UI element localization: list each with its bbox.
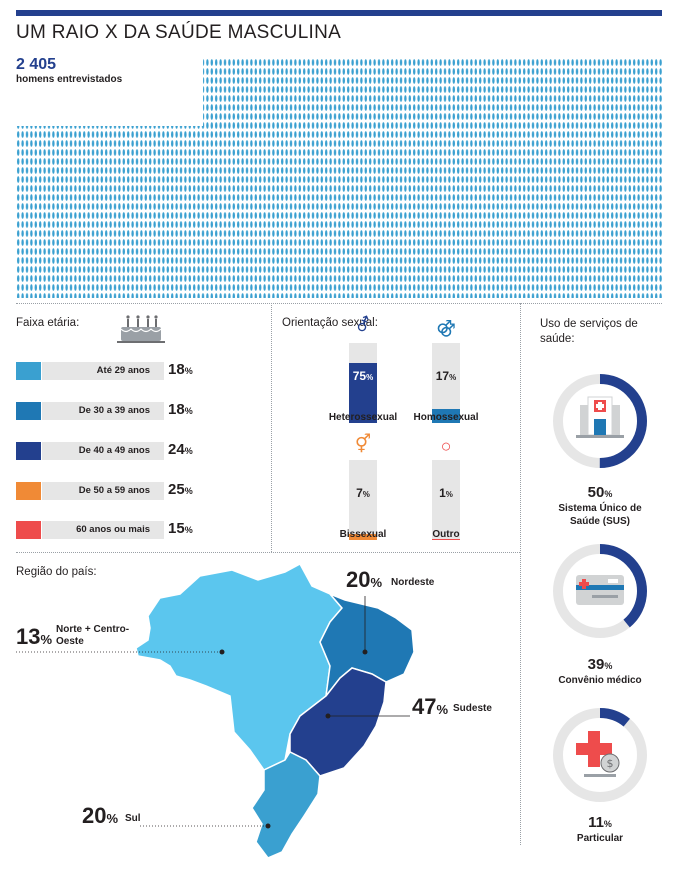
orientation-bar-fill bbox=[432, 538, 460, 540]
orientation-bar-fill bbox=[349, 534, 377, 540]
sample-count: 2 405 bbox=[16, 56, 57, 73]
service-donut bbox=[553, 544, 647, 638]
orientation-symbol-icon: ⚦ bbox=[355, 315, 371, 335]
men-figure-grid bbox=[16, 58, 662, 298]
sample-label: homens entrevistados bbox=[16, 74, 123, 85]
orientation-bar: 75% bbox=[349, 343, 377, 423]
divider-top bbox=[16, 303, 662, 304]
top-accent-bar bbox=[16, 10, 662, 16]
orientation-value: 7% bbox=[356, 486, 370, 500]
divider-services bbox=[520, 303, 521, 845]
private-care-icon: $ bbox=[576, 731, 620, 777]
region-sul-label: Sul bbox=[125, 813, 141, 824]
page-title: UM RAIO X DA SAÚDE MASCULINA bbox=[16, 22, 342, 43]
region-title: Região do país: bbox=[16, 566, 97, 578]
age-category-label: De 40 a 49 anos bbox=[42, 442, 164, 460]
region-sul bbox=[251, 751, 321, 859]
age-swatch bbox=[16, 442, 41, 460]
region-sudeste-label: Sudeste bbox=[453, 703, 492, 714]
service-label: Sistema Único de Saúde (SUS) bbox=[558, 503, 642, 527]
region-norte-label: Norte + Centro-Oeste bbox=[56, 624, 130, 647]
divider-middle bbox=[16, 552, 520, 553]
age-category-label: Até 29 anos bbox=[42, 362, 164, 380]
donut-slice bbox=[553, 374, 647, 468]
age-value: 18% bbox=[168, 401, 193, 418]
divider-age-orientation bbox=[271, 303, 272, 552]
service-label: Particular bbox=[576, 833, 624, 844]
donut-slice bbox=[553, 708, 647, 802]
health-card-icon bbox=[576, 575, 624, 605]
orientation-title-text: Orientação sexual: bbox=[282, 317, 378, 329]
region-sudeste-value: 47% bbox=[412, 694, 449, 719]
orientation-label: Outro bbox=[432, 529, 460, 540]
orientation-label: Heterossexual bbox=[328, 412, 398, 423]
age-swatch bbox=[16, 521, 41, 539]
age-swatch bbox=[16, 402, 41, 420]
age-value: 24% bbox=[168, 441, 193, 458]
svg-text:$: $ bbox=[607, 757, 614, 770]
region-norte-value: 13% bbox=[16, 624, 53, 649]
brazil-map bbox=[16, 562, 415, 859]
service-label: Convênio médico bbox=[558, 675, 642, 686]
orientation-label: Bissexual bbox=[339, 529, 387, 540]
hospital-icon bbox=[576, 396, 624, 438]
orientation-bar: 17% bbox=[432, 343, 460, 423]
age-value: 15% bbox=[168, 520, 193, 537]
service-donut bbox=[553, 374, 647, 468]
age-swatch bbox=[16, 362, 41, 380]
orientation-symbol-icon: ⚣ bbox=[436, 317, 456, 337]
orientation-value: 17% bbox=[435, 369, 457, 383]
age-value: 25% bbox=[168, 481, 193, 498]
services-title: Uso de serviços de saúde: bbox=[540, 318, 638, 345]
age-value: 18% bbox=[168, 361, 193, 378]
orientation-bar: 1% bbox=[432, 460, 460, 540]
age-category-label: De 30 a 39 anos bbox=[42, 402, 164, 420]
orientation-symbol-icon: ⚥ bbox=[354, 434, 372, 454]
region-sul-value: 20% bbox=[82, 803, 119, 828]
donut-slice bbox=[553, 544, 647, 638]
service-value: 11% bbox=[588, 814, 612, 831]
age-title: Faixa etária: bbox=[16, 317, 80, 329]
orientation-bar-fill bbox=[432, 409, 460, 423]
orientation-label: Homossexual bbox=[413, 412, 479, 423]
service-value: 39% bbox=[587, 656, 613, 673]
service-value: 50% bbox=[587, 484, 613, 501]
region-nordeste-label: Nordeste bbox=[391, 577, 435, 588]
age-category-label: 60 anos ou mais bbox=[42, 521, 164, 539]
region-nordeste-value: 20% bbox=[346, 567, 383, 592]
orientation-value: 1% bbox=[439, 486, 453, 500]
cake-icon bbox=[117, 315, 165, 343]
orientation-bar-fill bbox=[349, 363, 377, 423]
orientation-bar: 7% bbox=[349, 460, 377, 540]
orientation-symbol-icon: ○ bbox=[440, 436, 452, 456]
region-sudeste bbox=[289, 667, 387, 777]
age-category-label: De 50 a 59 anos bbox=[42, 482, 164, 500]
orientation-title: Orientação sexual: bbox=[282, 317, 378, 330]
orientation-value: 75% bbox=[352, 369, 374, 383]
service-donut: $ bbox=[553, 708, 647, 802]
age-swatch bbox=[16, 482, 41, 500]
